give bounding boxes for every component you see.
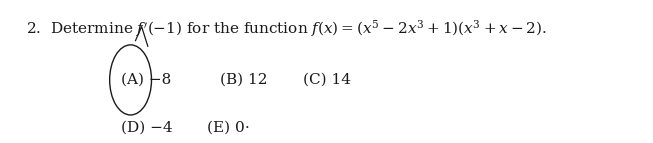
Text: (B) 12: (B) 12 <box>220 73 267 87</box>
Text: ·: · <box>244 121 249 135</box>
Text: (E) 0: (E) 0 <box>208 121 246 135</box>
Text: (C) 14: (C) 14 <box>303 73 351 87</box>
Text: 2.  Determine $f'(-1)$ for the function $f(x) = (x^5 - 2x^3 + 1)(x^3 + x - 2)$.: 2. Determine $f'(-1)$ for the function $… <box>26 18 547 39</box>
Text: (A) −8: (A) −8 <box>121 73 172 87</box>
Text: (D) −4: (D) −4 <box>121 121 173 135</box>
